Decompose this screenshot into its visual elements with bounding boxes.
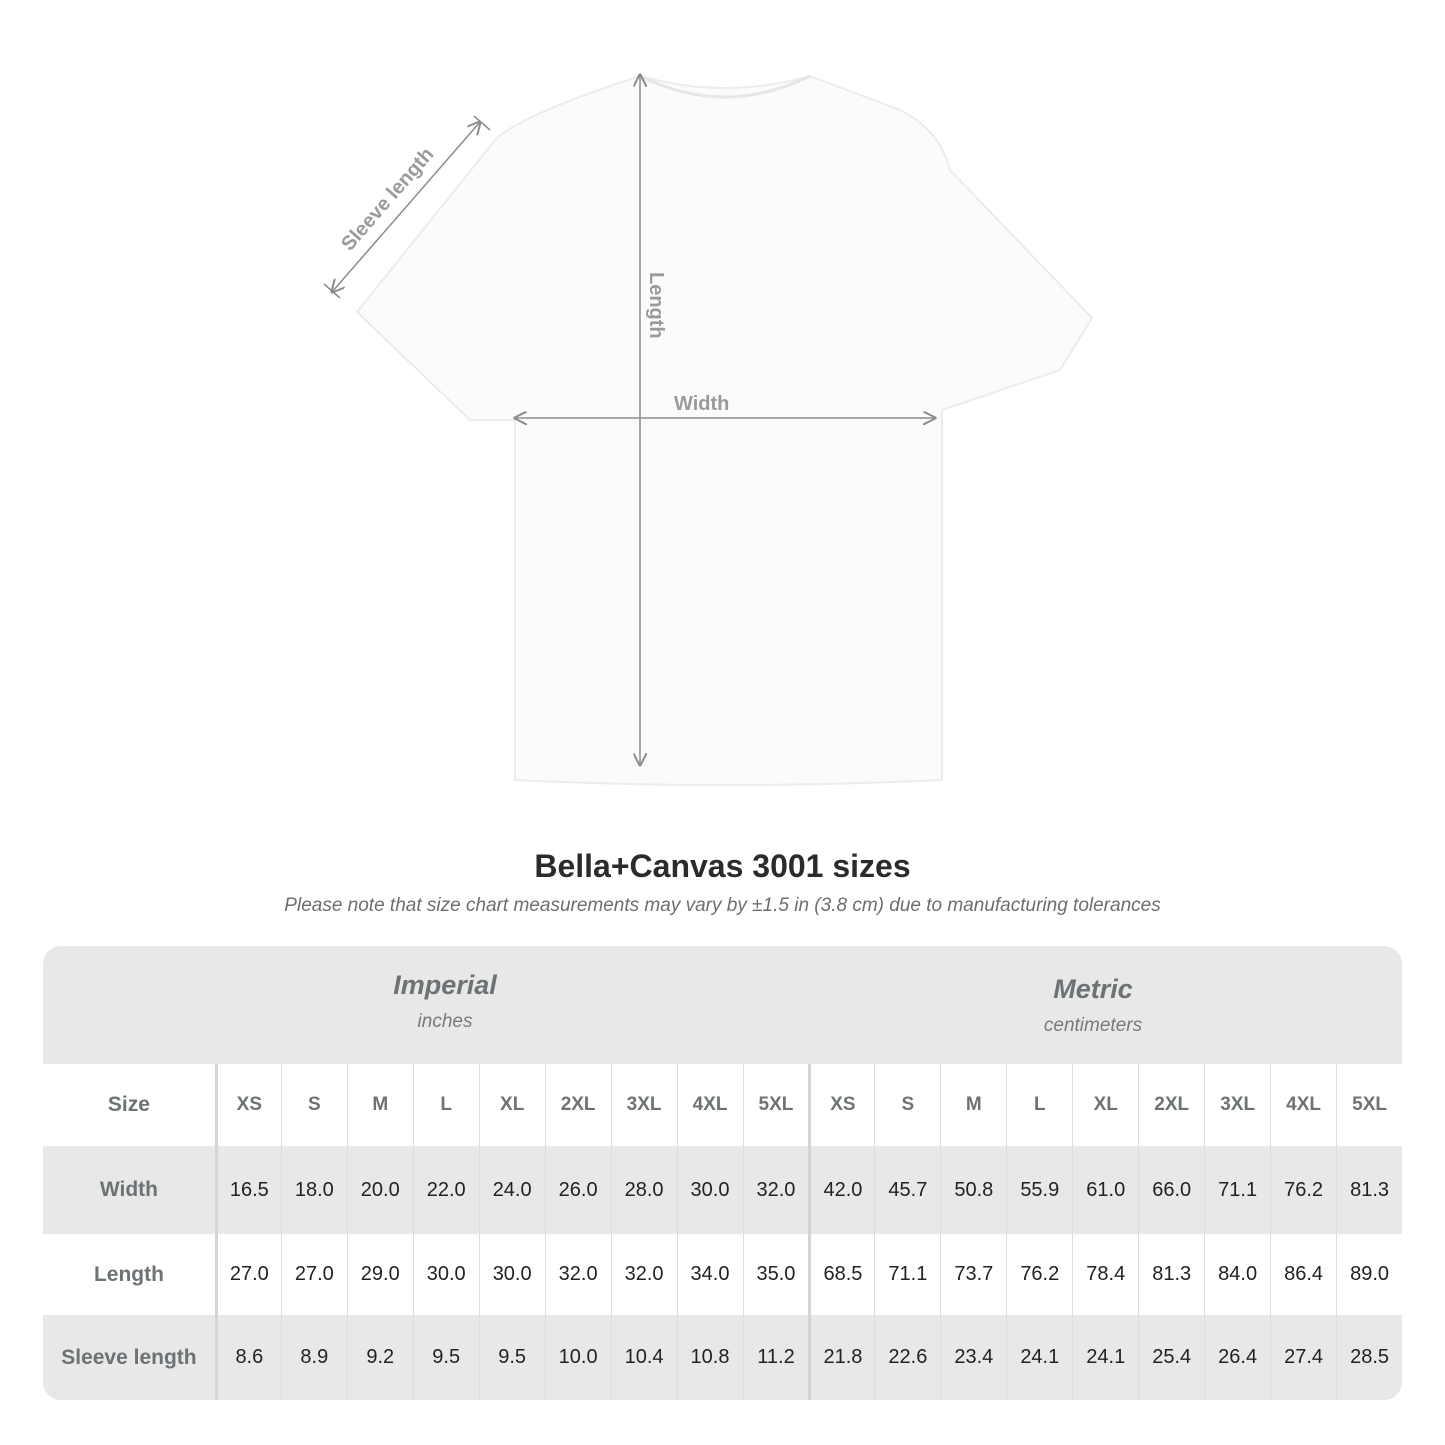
length-label: Length	[645, 272, 667, 339]
imperial-value-cell: 24.0	[478, 1146, 545, 1234]
imperial-unit: inches	[417, 1011, 473, 1032]
metric-value-cell: 86.4	[1270, 1234, 1336, 1315]
metric-value-cell: 50.8	[940, 1146, 1006, 1234]
size-table: Imperial inches Metric centimeters Size X…	[43, 946, 1402, 1400]
imperial-value-cell: 10.8	[676, 1315, 743, 1400]
metric-size-header: L	[1006, 1064, 1072, 1146]
imperial-value-cell: 27.0	[280, 1234, 347, 1315]
metric-value-cell: 81.3	[1138, 1234, 1204, 1315]
metric-value-cell: 78.4	[1072, 1234, 1138, 1315]
row-label: Length	[93, 1262, 164, 1286]
metric-value-cell: 24.1	[1072, 1315, 1138, 1400]
imperial-value-cell: 27.0	[214, 1234, 281, 1315]
imperial-size-header: 4XL	[676, 1064, 743, 1146]
imperial-value-cell: 30.0	[478, 1234, 545, 1315]
metric-size-header: 4XL	[1270, 1064, 1336, 1146]
sleeve-arrow	[332, 122, 480, 292]
imperial-value-cell: 35.0	[742, 1234, 809, 1315]
imperial-value-cell: 32.0	[742, 1146, 809, 1234]
table-row: Sleeve length 8.6 8.9 9.2 9.5 9.5 10.0 10.4 10.8…	[43, 1315, 1402, 1400]
imperial-value-cell: 34.0	[676, 1234, 743, 1315]
metric-value-cell: 42.0	[808, 1146, 874, 1234]
metric-size-header: S	[874, 1064, 940, 1146]
metric-size-header: 2XL	[1138, 1064, 1204, 1146]
imperial-value-cell: 29.0	[346, 1234, 413, 1315]
width-label: Width	[674, 393, 729, 415]
imperial-value-cell: 22.0	[412, 1146, 479, 1234]
imperial-size-header: 2XL	[544, 1064, 611, 1146]
metric-size-header: XS	[808, 1064, 874, 1146]
imperial-size-header: 5XL	[742, 1064, 809, 1146]
imperial-value-cell: 32.0	[610, 1234, 677, 1315]
row-label: Width	[99, 1178, 158, 1201]
metric-size-header: 3XL	[1204, 1064, 1270, 1146]
imperial-value-cell: 11.2	[742, 1315, 809, 1400]
metric-value-cell: 45.7	[874, 1146, 940, 1234]
metric-title: Metric	[1053, 974, 1133, 1004]
metric-value-cell: 28.5	[1336, 1315, 1402, 1400]
metric-value-cell: 66.0	[1138, 1146, 1204, 1234]
table-row: Width 16.5 18.0 20.0 22.0 24.0 26.0 28.0 30.0 32.…	[43, 1146, 1402, 1234]
metric-value-cell: 61.0	[1072, 1146, 1138, 1234]
imperial-size-header: XL	[478, 1064, 545, 1146]
imperial-size-header: XS	[214, 1064, 281, 1146]
imperial-size-header: M	[346, 1064, 413, 1146]
imperial-value-cell: 8.9	[280, 1315, 347, 1400]
imperial-value-cell: 9.5	[478, 1315, 545, 1400]
metric-value-cell: 73.7	[940, 1234, 1006, 1315]
imperial-value-cell: 26.0	[544, 1146, 611, 1234]
imperial-title: Imperial	[393, 970, 497, 1000]
metric-value-cell: 26.4	[1204, 1315, 1270, 1400]
metric-value-cell: 21.8	[808, 1315, 874, 1400]
imperial-value-cell: 30.0	[676, 1146, 743, 1234]
tolerance-note: Please note that size chart measurements…	[284, 895, 1161, 916]
metric-header: Metric centimeters	[809, 946, 1377, 1092]
size-label: Size	[107, 1093, 150, 1116]
imperial-value-cell: 18.0	[280, 1146, 347, 1234]
imperial-value-cell: 30.0	[412, 1234, 479, 1315]
row-label: Sleeve length	[61, 1345, 197, 1369]
imperial-value-cell: 9.5	[412, 1315, 479, 1400]
metric-value-cell: 71.1	[874, 1234, 940, 1315]
imperial-value-cell: 10.4	[610, 1315, 677, 1400]
metric-value-cell: 84.0	[1204, 1234, 1270, 1315]
tshirt-shape	[355, 74, 1094, 786]
metric-size-header: 5XL	[1336, 1064, 1402, 1146]
imperial-value-cell: 20.0	[346, 1146, 413, 1234]
page-title: Bella+Canvas 3001 sizes	[534, 848, 911, 884]
imperial-value-cell: 32.0	[544, 1234, 611, 1315]
size-header-row: Size XS S M L XL 2XL 3XL 4XL 5XL XS S M L XL 2XL 3XL 4XL 5…	[43, 1064, 1402, 1146]
imperial-size-header: L	[412, 1064, 479, 1146]
tshirt-diagram: Sleeve length Length Width	[323, 0, 1094, 786]
metric-value-cell: 89.0	[1336, 1234, 1402, 1315]
metric-value-cell: 81.3	[1336, 1146, 1402, 1234]
metric-value-cell: 25.4	[1138, 1315, 1204, 1400]
metric-value-cell: 76.2	[1006, 1234, 1072, 1315]
imperial-size-header: 3XL	[610, 1064, 677, 1146]
metric-value-cell: 55.9	[1006, 1146, 1072, 1234]
metric-unit: centimeters	[1043, 1015, 1143, 1036]
imperial-value-cell: 28.0	[610, 1146, 677, 1234]
metric-value-cell: 71.1	[1204, 1146, 1270, 1234]
metric-value-cell: 27.4	[1270, 1315, 1336, 1400]
metric-size-header: XL	[1072, 1064, 1138, 1146]
imperial-value-cell: 16.5	[214, 1146, 281, 1234]
imperial-value-cell: 10.0	[544, 1315, 611, 1400]
table-row: Length 27.0 27.0 29.0 30.0 30.0 32.0 32.0 34.0 35…	[43, 1234, 1402, 1315]
metric-value-cell: 23.4	[940, 1315, 1006, 1400]
metric-value-cell: 22.6	[874, 1315, 940, 1400]
metric-value-cell: 76.2	[1270, 1146, 1336, 1234]
imperial-header: Imperial inches	[215, 946, 675, 1088]
imperial-value-cell: 8.6	[214, 1315, 281, 1400]
metric-value-cell: 68.5	[808, 1234, 874, 1315]
metric-value-cell: 24.1	[1006, 1315, 1072, 1400]
metric-size-header: M	[940, 1064, 1006, 1146]
imperial-size-header: S	[280, 1064, 347, 1146]
imperial-value-cell: 9.2	[346, 1315, 413, 1400]
